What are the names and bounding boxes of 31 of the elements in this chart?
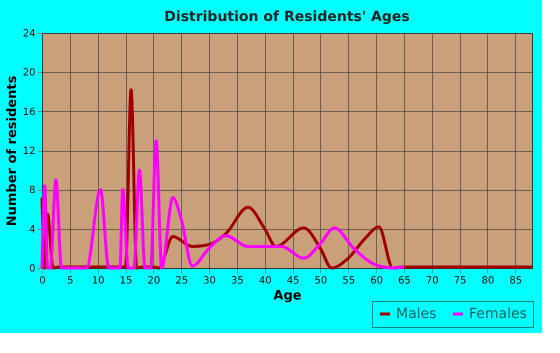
x-tick-label: 75 <box>454 276 466 286</box>
x-tick-label: 40 <box>258 276 272 286</box>
x-tick-label: 15 <box>120 276 132 286</box>
x-axis-title: Age <box>273 288 302 304</box>
y-tick-label: 0 <box>29 264 36 274</box>
x-tick-label: 20 <box>147 276 160 286</box>
x-tick-label: 70 <box>426 276 439 286</box>
x-tick-label: 85 <box>509 276 522 286</box>
x-tick-label: 25 <box>175 276 188 286</box>
x-tick-label: 0 <box>39 276 46 286</box>
chart-title: Distribution of Residents' Ages <box>164 9 410 25</box>
x-tick-label: 55 <box>342 276 356 286</box>
y-tick-label: 8 <box>29 185 36 196</box>
x-tick-label: 45 <box>286 276 300 286</box>
x-tick-label: 50 <box>314 276 328 286</box>
x-tick-label: 35 <box>231 276 244 286</box>
legend-label: Females <box>469 306 527 322</box>
x-tick-label: 80 <box>482 276 494 286</box>
x-tick-label: 10 <box>92 276 105 286</box>
line-series <box>40 139 406 270</box>
y-tick-label: 24 <box>22 28 36 40</box>
x-tick-label: 60 <box>370 276 383 286</box>
y-tick-label: 16 <box>22 106 36 118</box>
x-tick-label: 65 <box>398 276 411 286</box>
y-tick-label: 20 <box>22 68 36 79</box>
x-tick-label: 5 <box>67 276 74 286</box>
y-tick-label: 12 <box>22 146 36 157</box>
x-tick-label: 30 <box>203 276 216 286</box>
legend-label: Males <box>396 306 436 322</box>
y-tick-label: 4 <box>29 224 36 236</box>
y-axis-title: Number of residents <box>4 75 20 226</box>
